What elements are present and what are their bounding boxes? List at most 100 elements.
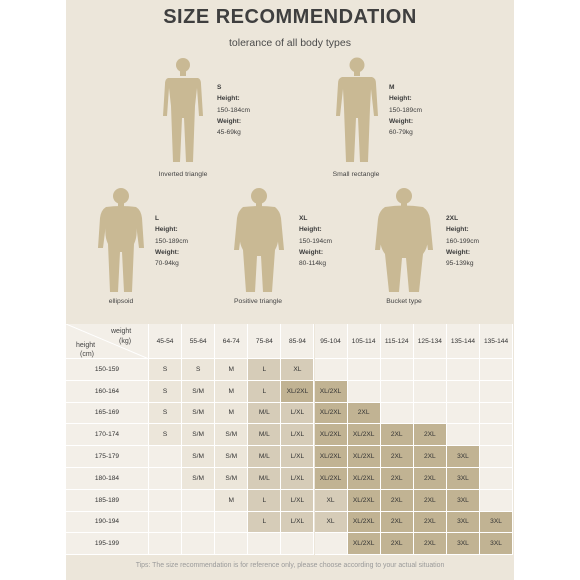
size-cell: S/M bbox=[182, 468, 216, 490]
size-label: XL bbox=[299, 215, 308, 222]
body-type-caption: Inverted triangle bbox=[158, 171, 208, 178]
page-subtitle: tolerance of all body types bbox=[229, 37, 351, 49]
size-cell bbox=[480, 424, 514, 447]
height-row-header: 180-184 bbox=[66, 468, 149, 490]
page-title: SIZE RECOMMENDATION bbox=[163, 6, 417, 28]
size-cell bbox=[380, 359, 414, 381]
size-cell: 2XL bbox=[413, 424, 447, 447]
size-cell bbox=[480, 402, 514, 425]
size-cell bbox=[215, 533, 249, 556]
corner-weight-label: weight bbox=[111, 328, 132, 335]
height-range: 160-199cm bbox=[446, 237, 479, 245]
size-cell bbox=[182, 511, 216, 534]
corner-height-unit: (cm) bbox=[80, 351, 94, 358]
height-label: Height: bbox=[389, 95, 412, 103]
size-cell: S/M bbox=[182, 402, 216, 425]
weight-range: 45-69kg bbox=[217, 129, 241, 137]
size-cell: 2XL bbox=[413, 468, 447, 490]
size-cell: M bbox=[215, 359, 249, 381]
height-row-header: 190-194 bbox=[66, 511, 149, 534]
height-row-header: 165-169 bbox=[66, 402, 149, 425]
size-cell bbox=[446, 402, 480, 425]
size-cell bbox=[215, 511, 249, 534]
size-cell: L/XL bbox=[281, 468, 315, 490]
size-label: 2XL bbox=[446, 215, 459, 222]
size-cell: L bbox=[248, 511, 282, 534]
size-label: L bbox=[155, 215, 160, 222]
weight-range: 80-114kg bbox=[299, 260, 327, 268]
body-figure-s bbox=[160, 56, 206, 166]
size-cell: S/M bbox=[215, 424, 249, 447]
size-cell: 2XL bbox=[347, 402, 381, 425]
size-cell: S bbox=[149, 359, 183, 381]
weight-range: 70-94kg bbox=[155, 260, 179, 268]
size-cell: 2XL bbox=[380, 446, 414, 468]
height-row-header: 160-164 bbox=[66, 380, 149, 403]
size-cell: XL bbox=[314, 511, 348, 534]
size-cell: M/L bbox=[248, 446, 282, 468]
size-cell: 2XL bbox=[413, 511, 447, 534]
size-cell: XL/2XL bbox=[314, 468, 348, 490]
size-cell: XL/2XL bbox=[347, 468, 381, 490]
size-cell bbox=[380, 402, 414, 425]
size-cell: S bbox=[149, 402, 183, 425]
weight-header-cell: 85-94 bbox=[281, 324, 315, 359]
size-label: S bbox=[217, 84, 222, 91]
body-type-caption: ellipsoid bbox=[108, 298, 134, 305]
size-cell bbox=[446, 380, 480, 403]
height-label: Height: bbox=[446, 226, 469, 234]
size-cell bbox=[347, 380, 381, 403]
size-info-s: S Height: 150-184cm Weight: 45-69kg bbox=[217, 82, 250, 138]
size-cell: 2XL bbox=[380, 511, 414, 534]
size-cell bbox=[149, 468, 183, 490]
size-cell: 2XL bbox=[413, 533, 447, 556]
size-cell: S/M bbox=[182, 380, 216, 403]
weight-label: Weight: bbox=[299, 248, 324, 256]
size-cell: XL/2XL bbox=[347, 424, 381, 447]
height-range: 150-184cm bbox=[217, 106, 250, 114]
size-cell: XL/2XL bbox=[314, 380, 348, 403]
size-cell: M bbox=[215, 489, 249, 512]
weight-label: Weight: bbox=[217, 117, 242, 125]
height-row-header: 195-199 bbox=[66, 533, 149, 556]
size-cell: 3XL bbox=[446, 533, 480, 556]
weight-header-cell: 115-124 bbox=[380, 324, 414, 359]
size-cell: L/XL bbox=[281, 511, 315, 534]
weight-header-cell: 95-104 bbox=[314, 324, 348, 359]
size-cell bbox=[413, 402, 447, 425]
size-cell bbox=[480, 468, 514, 490]
size-cell: XL/2XL bbox=[347, 533, 381, 556]
size-cell bbox=[347, 359, 381, 381]
size-cell: 3XL bbox=[480, 511, 514, 534]
size-info-2xl: 2XL Height: 160-199cm Weight: 95-139kg bbox=[446, 213, 479, 269]
size-cell: L bbox=[248, 359, 282, 381]
body-figure-m bbox=[333, 56, 381, 166]
weight-header-cell: 135-144 bbox=[446, 324, 480, 359]
size-cell bbox=[480, 359, 514, 381]
weight-label: Weight: bbox=[389, 117, 414, 125]
size-cell: S/M bbox=[182, 446, 216, 468]
size-cell: M/L bbox=[248, 424, 282, 447]
body-figure-xl bbox=[231, 186, 287, 296]
size-cell: XL bbox=[314, 489, 348, 512]
size-cell: 2XL bbox=[413, 489, 447, 512]
size-cell: XL/2XL bbox=[281, 380, 315, 403]
size-cell: XL/2XL bbox=[314, 424, 348, 447]
table-corner: weight (kg) height (cm) bbox=[66, 324, 149, 359]
size-cell bbox=[413, 380, 447, 403]
size-cell: M/L bbox=[248, 468, 282, 490]
size-cell: M/L bbox=[248, 402, 282, 425]
weight-header-cell: 135-144 bbox=[480, 324, 514, 359]
corner-height-label: height bbox=[76, 342, 96, 349]
size-cell: 3XL bbox=[446, 511, 480, 534]
size-cell: S/M bbox=[215, 468, 249, 490]
size-cell: 3XL bbox=[446, 489, 480, 512]
size-cell: S bbox=[149, 380, 183, 403]
size-cell bbox=[446, 359, 480, 381]
size-cell bbox=[149, 446, 183, 468]
size-cell: L bbox=[248, 489, 282, 512]
weight-header-cell: 55-64 bbox=[182, 324, 216, 359]
size-cell: L/XL bbox=[281, 489, 315, 512]
height-row-header: 185-189 bbox=[66, 489, 149, 512]
body-type-caption: Positive triangle bbox=[234, 298, 282, 305]
